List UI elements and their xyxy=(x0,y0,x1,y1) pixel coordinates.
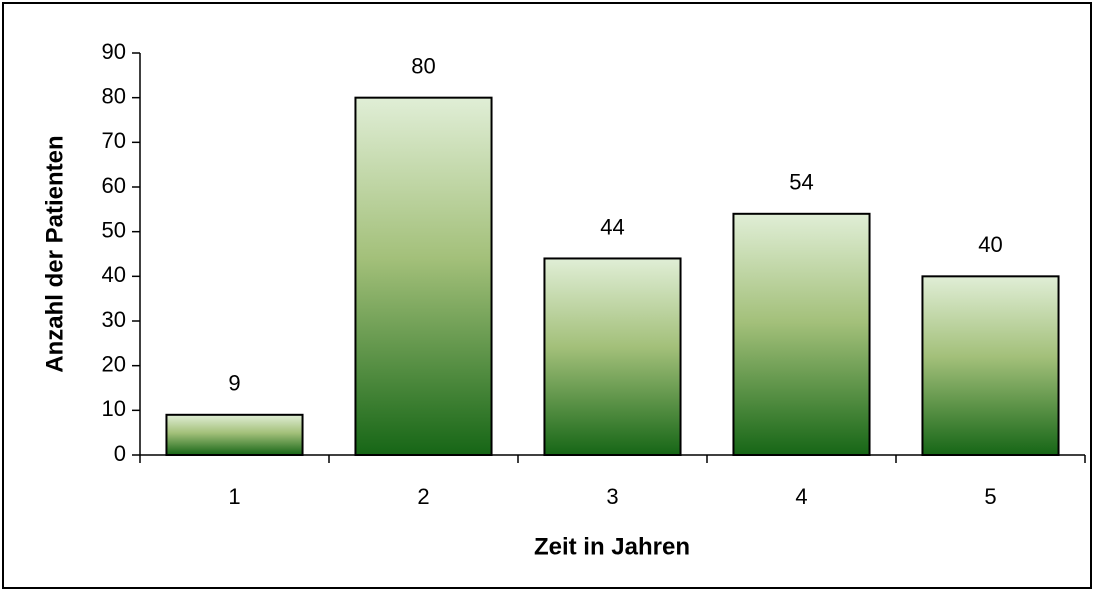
data-label: 44 xyxy=(600,214,624,239)
y-tick-label: 80 xyxy=(102,83,126,108)
bar xyxy=(354,96,493,457)
y-tick-label: 0 xyxy=(114,441,126,466)
x-axis-title: Zeit in Jahren xyxy=(534,533,690,560)
x-tick-label: 4 xyxy=(795,484,807,509)
y-tick-label: 50 xyxy=(102,217,126,242)
x-tick-label: 5 xyxy=(984,484,996,509)
data-label: 40 xyxy=(978,232,1002,257)
y-tick-label: 70 xyxy=(102,128,126,153)
bar xyxy=(732,212,871,456)
y-tick-label: 10 xyxy=(102,396,126,421)
y-tick-label: 20 xyxy=(102,351,126,376)
x-tick-label: 3 xyxy=(606,484,618,509)
y-tick-label: 30 xyxy=(102,307,126,332)
data-label: 54 xyxy=(789,170,813,195)
bar xyxy=(921,275,1060,457)
bar xyxy=(165,413,304,456)
bar xyxy=(543,257,682,457)
x-tick-label: 1 xyxy=(228,484,240,509)
x-tick-label: 2 xyxy=(417,484,429,509)
y-tick-label: 60 xyxy=(102,173,126,198)
y-axis-title: Anzahl der Patienten xyxy=(41,135,68,372)
data-label: 80 xyxy=(411,53,435,78)
data-label: 9 xyxy=(228,371,240,396)
y-tick-label: 90 xyxy=(102,39,126,64)
y-tick-label: 40 xyxy=(102,262,126,287)
